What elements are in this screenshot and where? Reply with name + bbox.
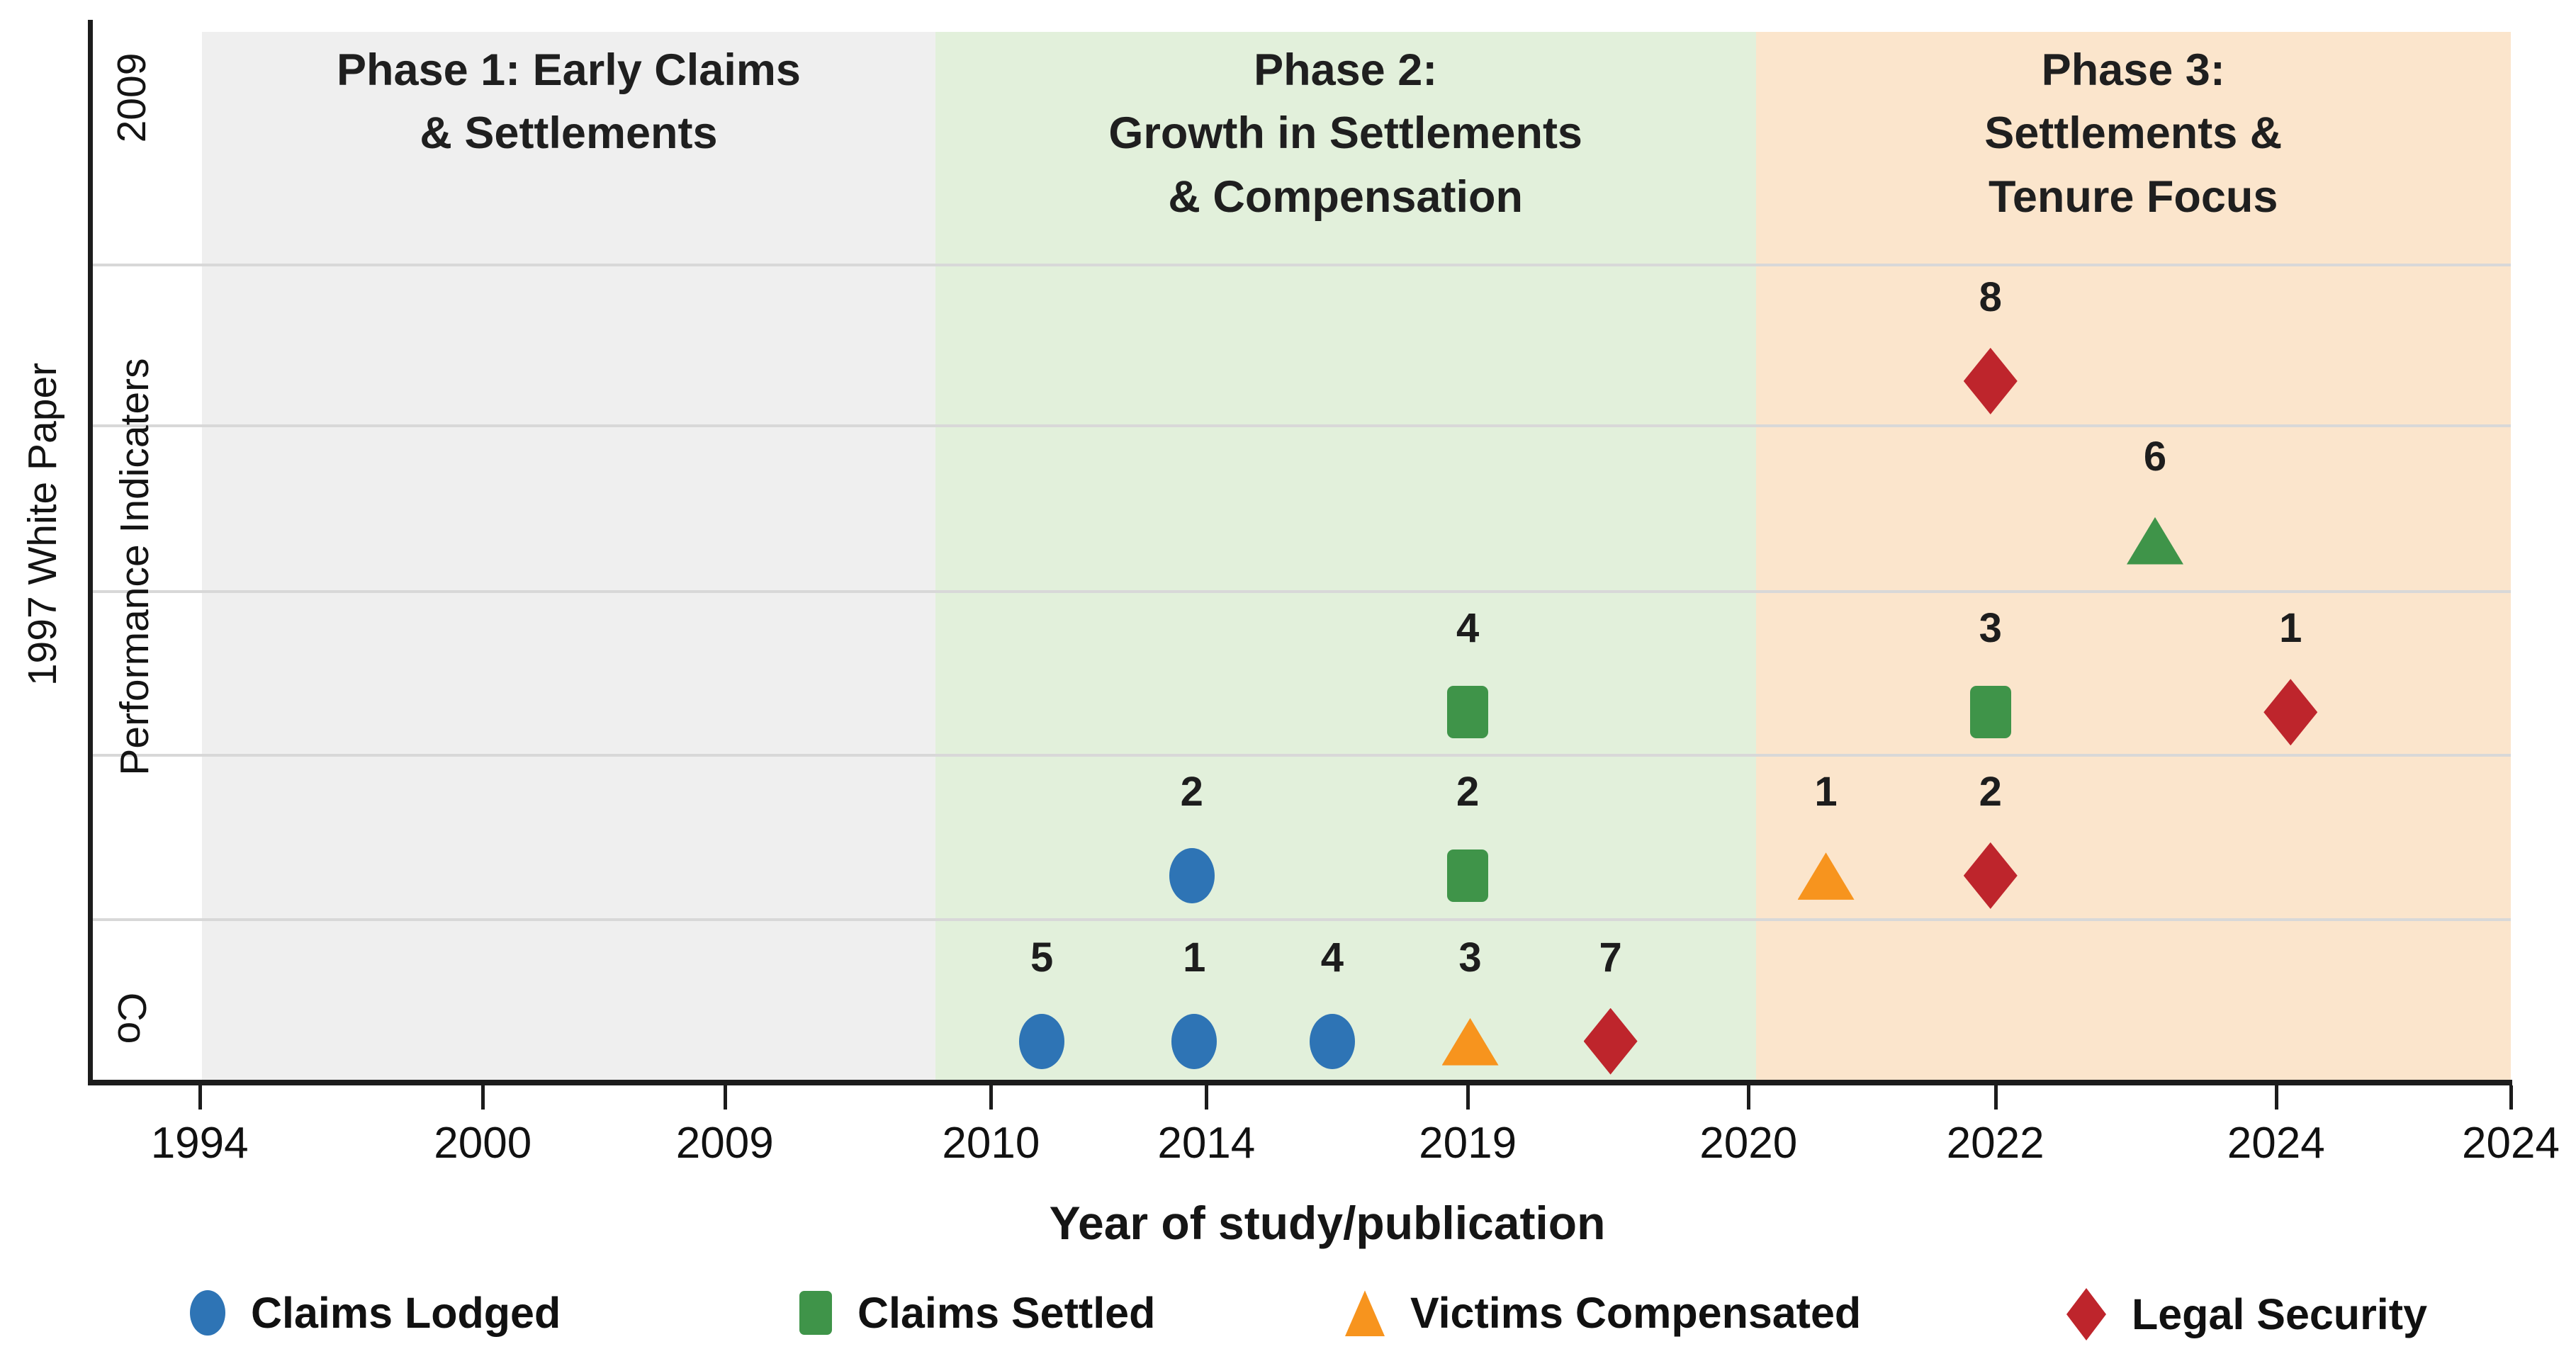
legend-label-victims_compensated: Victims Compensated <box>1410 1289 1862 1337</box>
x-tick-2024-9 <box>2509 1085 2513 1110</box>
phase-2-title: Phase 2: Growth in Settlements & Compens… <box>1108 45 1582 222</box>
x-tick-label-2000-1: 2000 <box>434 1119 532 1168</box>
x-tick-2010-3 <box>989 1085 994 1110</box>
legend-item-claims_settled: Claims Settled <box>799 1288 1155 1338</box>
x-tick-label-2024-9: 2024 <box>2462 1119 2560 1168</box>
row-label-performance-indicators: Performance Indicaters <box>112 358 157 776</box>
x-tick-label-2022-7: 2022 <box>1946 1119 2045 1168</box>
phase-1-title: Phase 1: Early Claims & Settlements <box>337 45 801 159</box>
x-tick-2009-2 <box>723 1085 727 1110</box>
x-axis-title: Year of study/publication <box>1049 1197 1606 1249</box>
point-count-label: 3 <box>1458 934 1482 981</box>
point-count-label: 2 <box>1456 768 1480 815</box>
legend-item-legal_security: Legal Security <box>2066 1288 2427 1340</box>
x-tick-label-2020-6: 2020 <box>1699 1119 1798 1168</box>
claims_lodged-circle-marker <box>1019 1013 1065 1069</box>
point-count-label: 4 <box>1456 605 1480 652</box>
point-count-label: 8 <box>1979 273 2002 320</box>
claims_settled-square-marker <box>1447 686 1489 739</box>
legend-label-legal_security: Legal Security <box>2132 1290 2427 1338</box>
x-tick-2020-6 <box>1747 1085 1751 1110</box>
point-count-label: 7 <box>1599 934 1622 981</box>
x-tick-label-1994-0: 1994 <box>150 1119 249 1168</box>
x-tick-2022-7 <box>1993 1085 1998 1110</box>
point-count-label: 4 <box>1320 934 1344 981</box>
gridline-3 <box>93 589 2511 593</box>
x-tick-label-2019-5: 2019 <box>1419 1119 1517 1168</box>
point-count-label: 1 <box>1814 768 1838 815</box>
point-count-label: 6 <box>2143 433 2167 480</box>
gridline-4 <box>93 753 2511 757</box>
claims_lodged-legend-circle-icon <box>190 1290 225 1336</box>
point-count-label: 2 <box>1979 768 2002 815</box>
claims_lodged-circle-marker <box>1171 1013 1217 1069</box>
phase-2-band <box>935 32 1756 1080</box>
point-count-label: 1 <box>1183 934 1206 981</box>
legend-label-claims_settled: Claims Settled <box>857 1289 1156 1337</box>
x-tick-label-2009-2: 2009 <box>675 1119 774 1168</box>
victims_compensated-legend-triangle-icon <box>1345 1290 1385 1336</box>
x-tick-2024-8 <box>2274 1085 2278 1110</box>
point-count-label: 1 <box>2279 605 2302 652</box>
gridline-1 <box>93 263 2511 266</box>
legal_security-legend-diamond-icon <box>2066 1288 2106 1340</box>
claims_lodged-circle-marker <box>1169 847 1215 903</box>
x-tick-2019-5 <box>1466 1085 1470 1110</box>
gridline-5 <box>93 918 2511 921</box>
x-tick-label-2010-3: 2010 <box>942 1119 1040 1168</box>
x-axis-line <box>88 1080 2512 1085</box>
claims_settled-square-marker <box>1969 686 2011 739</box>
row-label-bottom: Co <box>109 992 154 1044</box>
y-axis-label-white-paper: 1997 White Paper <box>20 362 65 687</box>
x-tick-2000-1 <box>481 1085 485 1110</box>
x-tick-label-2014-4: 2014 <box>1157 1119 1256 1168</box>
claims_lodged-circle-marker <box>1309 1013 1355 1069</box>
phase-1-band <box>202 32 935 1080</box>
x-tick-label-2024-8: 2024 <box>2227 1119 2325 1168</box>
point-count-label: 2 <box>1180 768 1203 815</box>
legend-item-victims_compensated: Victims Compensated <box>1345 1288 1861 1338</box>
point-count-label: 5 <box>1030 934 1054 981</box>
y-axis-line <box>88 20 93 1085</box>
phase-3-title: Phase 3: Settlements & Tenure Focus <box>1984 45 2283 222</box>
row-label-2009: 2009 <box>109 52 154 143</box>
point-count-label: 3 <box>1979 605 2002 652</box>
legend-label-claims_lodged: Claims Lodged <box>251 1289 561 1337</box>
claims_settled-legend-square-icon <box>799 1291 832 1335</box>
x-tick-1994-0 <box>198 1085 202 1110</box>
x-tick-2014-4 <box>1205 1085 1209 1110</box>
legend-item-claims_lodged: Claims Lodged <box>190 1288 561 1338</box>
gridline-2 <box>93 424 2511 428</box>
claims_settled-square-marker <box>1447 849 1489 902</box>
